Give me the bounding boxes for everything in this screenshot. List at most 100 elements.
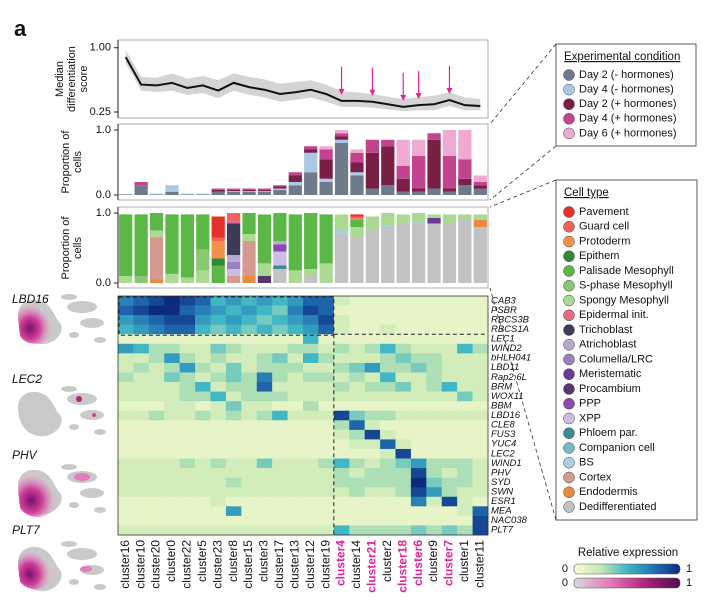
heatmap-cell: [164, 296, 180, 306]
heatmap-cell: [133, 429, 150, 440]
heatmap-cell: [426, 487, 443, 498]
heatmap-cell: [349, 525, 365, 536]
heatmap-cell: [256, 448, 273, 459]
heatmap-cell: [164, 496, 180, 507]
heatmap-cell: [148, 401, 165, 412]
heatmap-cell: [164, 429, 180, 440]
heatmap-cell: [333, 343, 350, 354]
bar-segment: [273, 241, 287, 245]
heatmap-cell: [472, 324, 489, 335]
heatmap-cell: [349, 439, 365, 450]
bar-segment: [149, 237, 164, 280]
heatmap-cell: [241, 487, 258, 498]
heatmap-cell: [164, 372, 180, 383]
heatmap-cell: [349, 477, 365, 488]
bar-segment: [381, 146, 395, 186]
bar-segment: [211, 189, 225, 192]
heatmap-cell: [303, 515, 319, 526]
row-label: CAB3: [491, 295, 517, 306]
bar-segment: [319, 146, 333, 150]
heatmap-cell: [333, 315, 350, 325]
bar-segment: [473, 227, 487, 283]
heatmap-cell: [349, 343, 365, 354]
legend-label: Epidermal init.: [579, 309, 649, 321]
heatmap-cell: [133, 315, 150, 325]
heatmap-cell: [272, 401, 288, 412]
bar-segment: [411, 213, 426, 223]
bar-segment: [365, 188, 380, 195]
heatmap-cell: [426, 410, 443, 421]
heatmap-cell: [364, 496, 381, 507]
heatmap-cell: [333, 305, 350, 316]
legend-title: Experimental condition: [564, 51, 680, 63]
heatmap-cell: [364, 410, 381, 421]
heatmap-cell: [333, 334, 350, 345]
heatmap-cell: [395, 324, 412, 335]
heatmap-cell: [241, 448, 258, 459]
heatmap-cell: [241, 401, 258, 412]
bar-segment: [149, 194, 164, 195]
row-label: CLE8: [491, 420, 515, 431]
heatmap-cell: [380, 525, 396, 536]
heatmap-cell: [256, 401, 273, 412]
bar-segment: [381, 225, 395, 227]
heatmap-cell: [318, 477, 335, 488]
legend-swatch: [563, 398, 575, 410]
heatmap-cell: [395, 353, 412, 364]
legend-label: Spongy Mesophyll: [579, 294, 669, 306]
legend-swatch: [563, 353, 575, 366]
heatmap-cell: [410, 439, 427, 450]
legend-swatch: [563, 235, 575, 248]
bar-segment: [226, 255, 241, 262]
heatmap-cell: [225, 506, 242, 517]
heatmap-cell: [364, 506, 381, 517]
heatmap-cell: [457, 362, 473, 373]
heatmap-cell: [410, 391, 427, 402]
heatmap-cell: [148, 458, 165, 469]
heatmap-cell: [380, 506, 396, 517]
heatmap-cell: [148, 420, 165, 431]
heatmap-cell: [272, 448, 288, 459]
heatmap-cell: [349, 506, 365, 517]
heatmap-cell: [303, 391, 319, 402]
heatmap-cell: [210, 353, 227, 364]
heatmap-cell: [148, 391, 165, 402]
heatmap-cell: [118, 458, 134, 469]
heatmap-cell: [318, 305, 335, 316]
legend-label: Guard cell: [579, 221, 629, 233]
bar-segment: [242, 276, 256, 283]
heatmap-cell: [287, 334, 304, 345]
heatmap-cell: [256, 420, 273, 431]
bar-segment: [211, 191, 225, 195]
bar-segment: [257, 189, 272, 192]
heatmap-cell: [472, 429, 489, 440]
heatmap-cell: [256, 429, 273, 440]
heatmap-cell: [441, 343, 458, 354]
legend-swatch: [563, 442, 575, 454]
heatmap-cell: [118, 372, 134, 383]
heatmap-cell: [287, 305, 304, 316]
heatmap-cell: [272, 477, 288, 488]
heatmap-cell: [472, 382, 489, 392]
heatmap-cell: [364, 315, 381, 325]
heatmap-cell: [225, 487, 242, 498]
heatmap-cell: [441, 525, 458, 536]
heatmap-cell: [148, 496, 165, 507]
heatmap-cell: [457, 305, 473, 316]
heatmap-cell: [410, 496, 427, 507]
legend-label: XPP: [579, 412, 601, 424]
x-tick-label: cluster14: [349, 540, 363, 589]
colorbar-tick-label: 0: [562, 577, 568, 589]
heatmap-cell: [380, 448, 396, 459]
heatmap-cell: [380, 439, 396, 450]
legend-swatch: [563, 127, 575, 140]
heatmap-cell: [395, 458, 412, 469]
heatmap-cell: [256, 305, 273, 316]
bar-segment: [350, 172, 364, 176]
heatmap-cell: [395, 477, 412, 488]
bar-segment: [226, 191, 241, 195]
heatmap-cell: [410, 477, 427, 488]
legend-swatch: [563, 309, 575, 321]
heatmap-cell: [179, 515, 196, 526]
heatmap-cell: [241, 458, 258, 469]
